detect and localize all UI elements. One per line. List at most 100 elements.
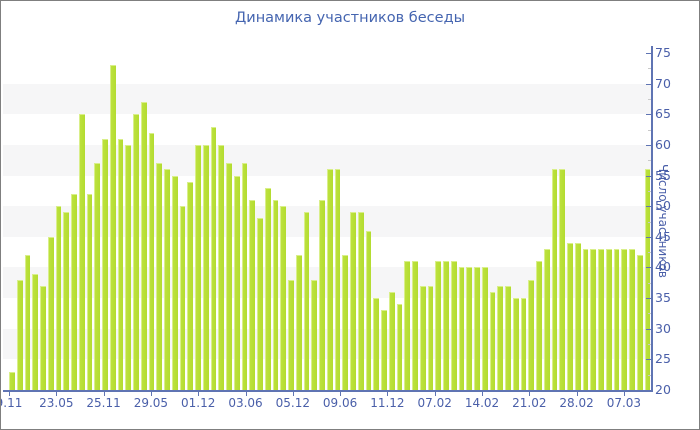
bar [396, 304, 403, 390]
bar [171, 175, 178, 390]
y-axis-minor-tick [648, 252, 651, 254]
bar [319, 200, 325, 390]
x-axis-tick [623, 392, 625, 396]
x-axis-tick [150, 392, 152, 396]
y-tick-label: 70 [655, 75, 671, 91]
x-tick-label: 23.05 [39, 396, 74, 410]
bar [78, 114, 85, 390]
bar [187, 181, 194, 390]
y-tick-label: 45 [655, 228, 671, 244]
bar [125, 144, 132, 390]
bar [9, 371, 15, 390]
bar [381, 310, 387, 390]
bar [357, 212, 364, 390]
y-axis-tick [646, 298, 651, 300]
bar [164, 169, 170, 390]
bar [629, 249, 635, 390]
bar [466, 267, 473, 390]
y-axis-tick [646, 53, 651, 54]
y-axis-minor-tick [648, 313, 651, 315]
x-tick-label: 25.11 [86, 396, 121, 410]
bar [567, 242, 573, 390]
bar [605, 249, 612, 390]
bar [350, 212, 356, 390]
bar [218, 144, 225, 390]
bar [109, 65, 116, 390]
bar [280, 206, 287, 390]
bar [388, 291, 395, 390]
bar [427, 285, 434, 390]
bar [512, 298, 519, 390]
y-tick-label: 30 [655, 320, 671, 336]
y-axis-tick [646, 206, 651, 208]
bar [574, 242, 581, 390]
x-tick-label: 01.12 [181, 396, 216, 410]
bar [16, 279, 23, 390]
x-axis-tick [434, 392, 436, 396]
y-axis-minor-tick [648, 98, 651, 100]
bar [156, 163, 163, 390]
x-axis-tick [245, 392, 247, 396]
y-tick-label: 60 [655, 136, 671, 152]
bar-series [9, 53, 651, 390]
bar [249, 200, 256, 390]
bar [644, 169, 651, 390]
bar [520, 298, 527, 390]
x-tick-label: 03.06 [228, 396, 263, 410]
bar [365, 230, 372, 390]
x-axis-tick [103, 392, 105, 396]
bar [582, 249, 589, 390]
x-tick-label: 29.05 [133, 396, 169, 410]
y-axis-minor-tick [648, 344, 651, 346]
bar [295, 255, 302, 390]
bar [94, 163, 101, 390]
x-axis-tick [576, 392, 578, 396]
y-tick-label: 50 [655, 198, 671, 214]
x-tick-label: 21.02 [512, 396, 547, 410]
y-axis-minor-tick [648, 374, 651, 376]
bar [195, 144, 201, 390]
y-axis-tick [646, 83, 651, 85]
x-tick-label: 07.03 [606, 396, 642, 410]
y-tick-label: 40 [655, 259, 671, 275]
y-axis-tick [646, 114, 651, 116]
bar [117, 138, 124, 390]
y-axis-tick [646, 328, 651, 330]
x-axis-tick [198, 392, 200, 396]
y-tick-label: 20 [655, 382, 671, 397]
y-tick-label: 65 [655, 106, 671, 122]
bar [598, 249, 604, 390]
bar [210, 126, 217, 390]
bar [474, 267, 480, 390]
bar [326, 169, 333, 390]
bar [148, 132, 155, 390]
x-axis-tick [387, 392, 389, 396]
x-tick-label: 11.12 [370, 396, 405, 410]
bar [32, 273, 39, 390]
bar [241, 163, 248, 390]
x-tick-label: 05.12 [275, 396, 310, 410]
x-tick-label: 14.02 [464, 396, 500, 410]
bar [288, 279, 294, 390]
bar [613, 249, 620, 390]
bar [202, 144, 209, 390]
y-axis-tick [646, 390, 651, 391]
x-axis-tick [482, 392, 483, 396]
bar [40, 285, 46, 390]
bar [373, 298, 380, 390]
x-axis-tick [340, 392, 342, 396]
bar [226, 163, 232, 390]
y-axis-tick [646, 359, 651, 361]
y-axis-minor-tick [648, 68, 651, 70]
bar [621, 249, 628, 390]
bar [334, 169, 341, 390]
y-axis-minor-tick [648, 129, 651, 131]
y-axis-tick [646, 267, 651, 269]
bar [179, 206, 186, 390]
bar [559, 169, 566, 390]
y-axis-title: Число участников [656, 164, 670, 278]
bar [264, 187, 271, 390]
bar [543, 249, 550, 390]
